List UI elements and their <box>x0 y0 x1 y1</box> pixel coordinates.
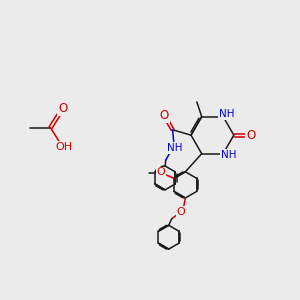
Text: O: O <box>58 102 68 115</box>
Text: OH: OH <box>55 142 72 152</box>
Text: O: O <box>157 167 165 177</box>
Text: O: O <box>159 110 169 122</box>
Text: O: O <box>246 129 256 142</box>
Text: NH: NH <box>221 150 236 160</box>
Text: O: O <box>177 207 186 217</box>
Text: NH: NH <box>167 143 182 153</box>
Text: NH: NH <box>219 109 234 119</box>
